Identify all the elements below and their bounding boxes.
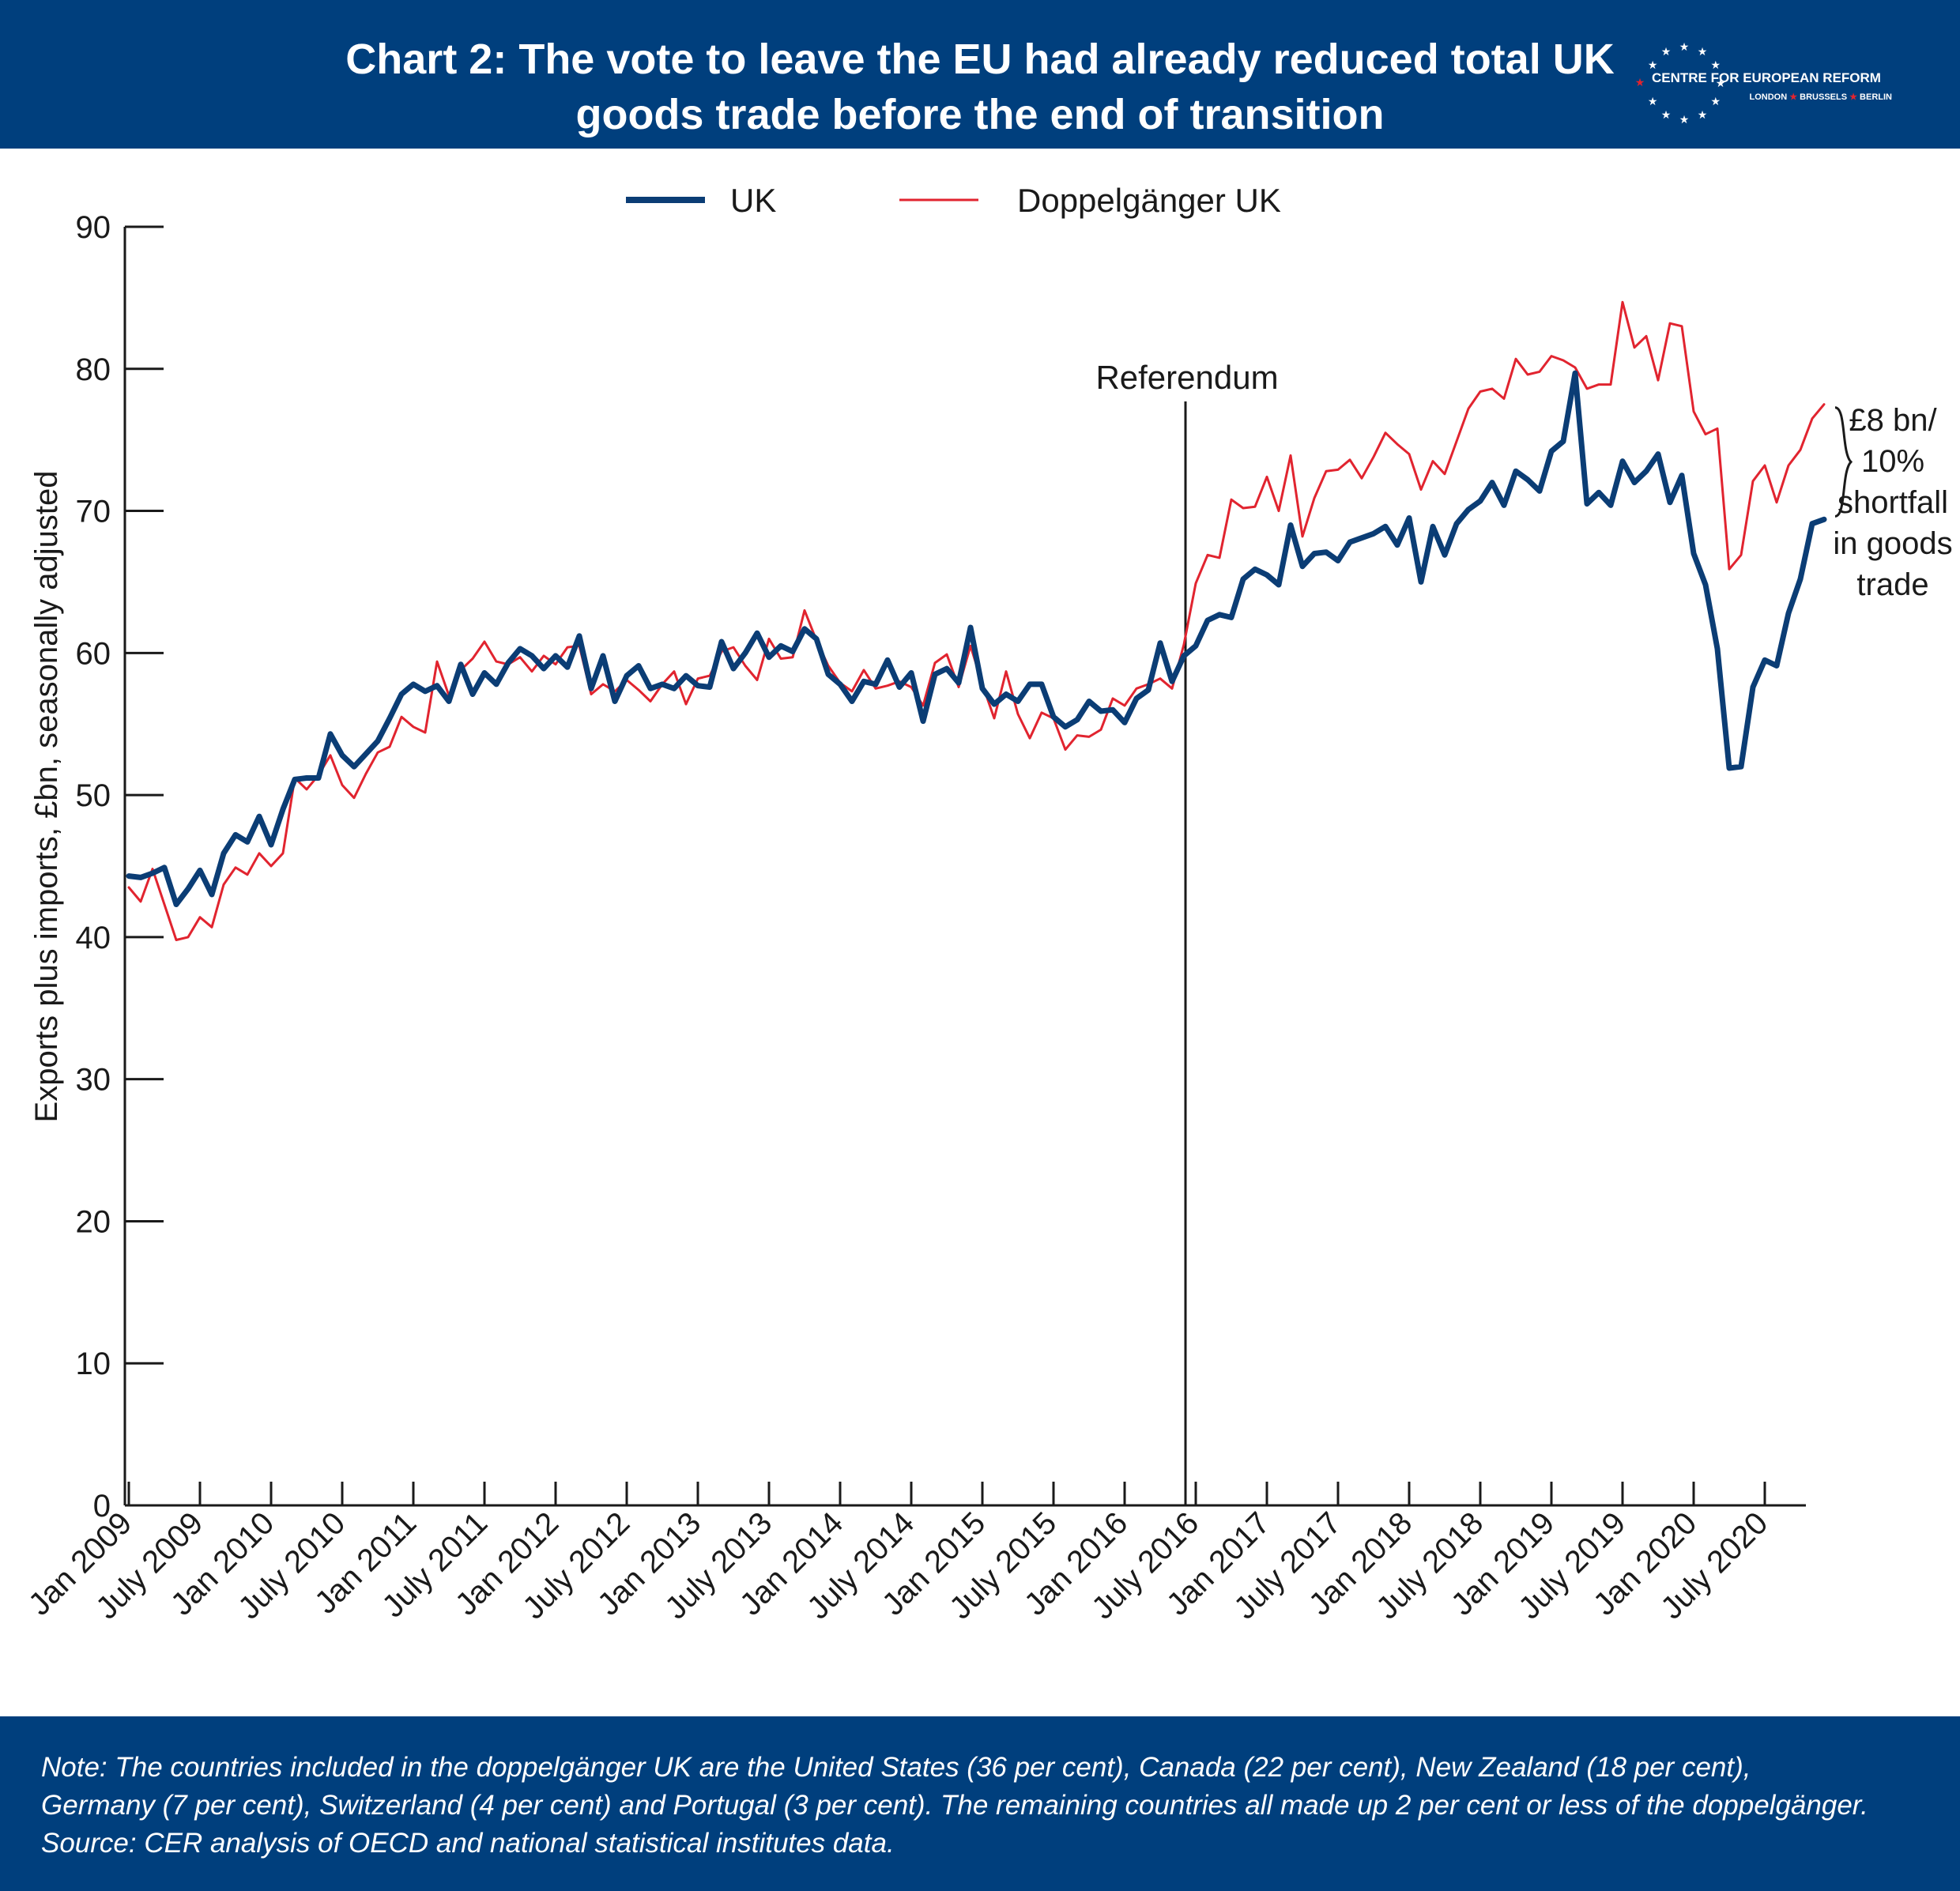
logo-star: ★: [1648, 58, 1658, 71]
legend-label-doppelganger: Doppelgänger UK: [1017, 182, 1281, 219]
series-lines: [126, 300, 1827, 941]
shortfall-label-line: in goods: [1833, 526, 1952, 561]
logo-cities: LONDON ★ BRUSSELS ★ BERLIN: [1750, 92, 1893, 102]
logo-star: ★: [1661, 45, 1672, 58]
shortfall-label-line: shortfall: [1838, 485, 1948, 520]
logo-star: ★: [1716, 77, 1726, 89]
chart-title: Chart 2: The vote to leave the EU had al…: [95, 32, 1865, 142]
shortfall-label: £8 bn/10% shortfall in goods trade: [1833, 403, 1952, 602]
y-tick-label: 0: [93, 1489, 111, 1524]
series-line-uk: [126, 370, 1827, 907]
logo-star: ★: [1711, 95, 1721, 107]
logo-star: ★: [1679, 113, 1690, 125]
logo-star: ★: [1661, 108, 1672, 121]
note-source: Source: CER analysis of OECD and nationa…: [41, 1828, 895, 1859]
chart-title-line-1: Chart 2: The vote to leave the EU had al…: [345, 36, 1615, 83]
shortfall-label-line: trade: [1856, 567, 1928, 602]
legend-item-doppelganger: Doppelgänger UK: [899, 182, 1281, 219]
y-tick-label: 50: [76, 778, 111, 813]
legend-label-uk: UK: [730, 182, 776, 219]
logo-city: BERLIN: [1860, 92, 1892, 102]
y-tick-label: 30: [76, 1063, 111, 1098]
y-ticks: 0 10 20 30 40 50 60 70 80 90: [76, 210, 164, 1524]
y-tick-label: 80: [76, 352, 111, 387]
referendum-label: Referendum: [1095, 359, 1278, 396]
logo-name: CENTRE FOR EUROPEAN REFORM: [1652, 70, 1881, 85]
note-line-1: Note: The countries included in the dopp…: [41, 1752, 1751, 1783]
y-tick-label: 20: [76, 1204, 111, 1239]
shortfall-label-line: 10%: [1861, 444, 1924, 479]
y-axis-label: Exports plus imports, £bn, seasonally ad…: [29, 471, 64, 1123]
shortfall-annotation: £8 bn/10% shortfall in goods trade: [1833, 403, 1952, 602]
y-tick-label: 70: [76, 495, 111, 529]
eu-stars-icon: ★ ★★★★★★★★★★★: [1635, 40, 1726, 125]
chart-footer: [0, 1716, 1960, 1891]
logo-city: BRUSSELS: [1800, 92, 1847, 102]
logo-star: ★: [1711, 58, 1721, 71]
chart-title-line-2: goods trade before the end of transition: [575, 91, 1385, 138]
logo-star: ★: [1698, 45, 1708, 58]
referendum-marker: Referendum: [1095, 359, 1279, 1505]
chart-header: Chart 2: The vote to leave the EU had al…: [0, 0, 1960, 149]
legend-item-uk: UK: [626, 182, 776, 219]
logo-star-red: ★: [1635, 76, 1645, 89]
y-tick-label: 40: [76, 921, 111, 955]
cer-logo: ★ ★★★★★★★★★★★ CENTRE FOR EUROPEAN REFORM …: [1635, 40, 1893, 125]
note-line-2: Germany (7 per cent), Switzerland (4 per…: [41, 1790, 1868, 1821]
chart-legend: UK Doppelgänger UK: [626, 182, 1281, 219]
y-tick-label: 10: [76, 1347, 111, 1381]
logo-city: LONDON: [1750, 92, 1788, 102]
y-tick-label: 90: [76, 210, 111, 245]
shortfall-brace: [1834, 406, 1853, 518]
logo-star: ★: [1648, 95, 1658, 107]
shortfall-label-line: £8 bn/: [1849, 403, 1937, 438]
chart-note: Note: The countries included in the dopp…: [41, 1749, 1954, 1863]
y-tick-label: 60: [76, 636, 111, 671]
logo-star: ★: [1698, 108, 1708, 121]
logo-star: ★: [1679, 40, 1690, 53]
